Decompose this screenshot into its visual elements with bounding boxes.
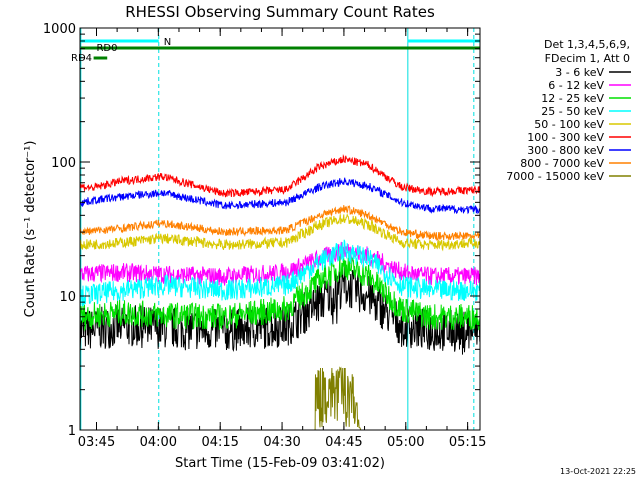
y-tick-label: 1 [68, 424, 76, 439]
chart-title: RHESSI Observing Summary Count Rates [125, 3, 435, 21]
series-group [79, 153, 481, 431]
series-line-6 [79, 153, 481, 198]
legend-label: 7000 - 15000 keV [506, 170, 604, 183]
orbit-overlays: N RD0 RD4 [71, 28, 480, 430]
legend-label: 3 - 6 keV [555, 66, 604, 79]
ticks: 03:45 04:00 04:15 04:30 04:45 05:00 05:15 1 10 10… [43, 22, 486, 450]
x-tick-label: 04:15 [201, 435, 238, 450]
legend-label: 800 - 7000 keV [520, 157, 604, 170]
x-axis-label: Start Time (15-Feb-09 03:41:02) [175, 456, 385, 471]
y-tick-label: 100 [51, 156, 76, 171]
legend-label: 25 - 50 keV [541, 105, 604, 118]
footer-date: 13-Oct-2021 22:25 [560, 467, 636, 476]
series-line-8 [79, 205, 481, 242]
saa2-label: RD4 [71, 53, 92, 64]
legend-label: 50 - 100 keV [534, 118, 604, 131]
series-line-4 [79, 239, 481, 307]
series-line-5 [79, 212, 481, 252]
x-tick-label: 04:00 [140, 435, 177, 450]
x-tick-label: 04:45 [325, 435, 362, 450]
x-tick-label: 05:00 [387, 435, 424, 450]
x-tick-label: 04:30 [263, 435, 300, 450]
series-line-7 [79, 177, 481, 215]
plot-frame [79, 27, 481, 431]
legend-label: 300 - 800 keV [527, 144, 604, 157]
x-tick-label: 05:15 [449, 435, 486, 450]
legend-label: 100 - 300 keV [527, 131, 604, 144]
legend-label: 6 - 12 keV [548, 79, 604, 92]
legend-header: Det 1,3,4,5,6,9, [544, 38, 630, 51]
legend: Det 1,3,4,5,6,9,FDecim 1, Att 03 - 6 keV… [506, 38, 631, 183]
axes [79, 27, 481, 431]
legend-header: FDecim 1, Att 0 [545, 52, 630, 65]
y-tick-label: 1000 [43, 22, 76, 37]
series-line-3 [79, 255, 481, 332]
y-axis-label: Count Rate (s⁻¹ detector⁻¹) [23, 141, 38, 318]
y-tick-label: 10 [59, 290, 76, 305]
legend-label: 12 - 25 keV [541, 92, 604, 105]
saa-label: RD0 [96, 43, 117, 54]
night-label: N [164, 37, 171, 48]
x-tick-label: 03:45 [78, 435, 115, 450]
